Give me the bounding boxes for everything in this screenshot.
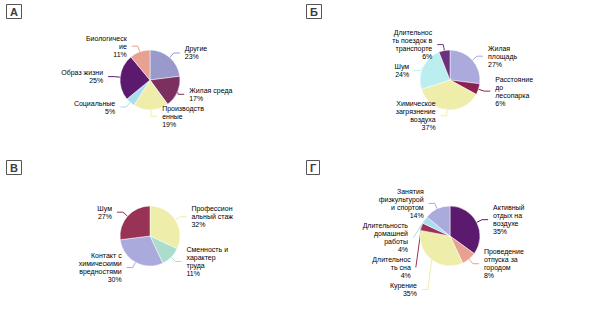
svg-text:Шум: Шум — [394, 63, 409, 71]
svg-text:23%: 23% — [185, 53, 199, 60]
svg-text:25%: 25% — [89, 77, 103, 84]
svg-text:27%: 27% — [98, 213, 112, 220]
svg-text:Расстояние: Расстояние — [495, 76, 533, 83]
svg-text:воздуха: воздуха — [410, 116, 436, 124]
svg-text:Другие: Другие — [185, 45, 208, 53]
svg-text:альный стаж: альный стаж — [191, 213, 233, 220]
svg-text:6%: 6% — [495, 100, 505, 107]
svg-text:24%: 24% — [395, 71, 409, 78]
svg-text:8%: 8% — [484, 272, 494, 279]
svg-text:Курение: Курение — [390, 282, 417, 290]
svg-text:до: до — [495, 84, 503, 92]
svg-text:ие: ие — [119, 43, 127, 50]
svg-text:Сменность и: Сменность и — [186, 246, 228, 253]
svg-text:19%: 19% — [162, 121, 176, 128]
svg-text:6%: 6% — [422, 53, 432, 60]
svg-text:труда: труда — [186, 262, 204, 270]
svg-text:Социальные: Социальные — [74, 100, 115, 108]
svg-text:Контакт с: Контакт с — [91, 252, 122, 259]
svg-text:А: А — [10, 6, 18, 18]
svg-text:площадь: площадь — [488, 53, 518, 61]
svg-text:лесопарка: лесопарка — [495, 92, 529, 100]
svg-text:Б: Б — [310, 6, 318, 18]
svg-text:городом: городом — [484, 264, 511, 272]
svg-text:4%: 4% — [398, 246, 408, 253]
svg-text:17%: 17% — [189, 95, 203, 102]
svg-text:Биологическ: Биологическ — [86, 35, 128, 42]
svg-text:отпуска за: отпуска за — [484, 256, 518, 264]
svg-text:Активный: Активный — [493, 204, 525, 211]
svg-text:Шум: Шум — [97, 205, 112, 213]
svg-text:характер: характер — [186, 254, 215, 262]
svg-text:35%: 35% — [493, 228, 507, 235]
svg-text:4%: 4% — [401, 272, 411, 279]
svg-text:отдых на: отдых на — [493, 212, 522, 220]
svg-text:физкультурой: физкультурой — [379, 196, 424, 204]
svg-text:30%: 30% — [108, 276, 122, 283]
svg-text:11%: 11% — [186, 270, 200, 277]
svg-text:Жилая: Жилая — [488, 45, 510, 52]
svg-text:работы: работы — [384, 238, 408, 246]
svg-text:14%: 14% — [410, 212, 424, 219]
svg-text:Длительность: Длительность — [363, 222, 409, 230]
svg-text:Длительнос: Длительнос — [394, 29, 433, 37]
svg-text:воздухе: воздухе — [493, 220, 519, 228]
svg-text:Химическое: Химическое — [396, 100, 435, 107]
svg-text:37%: 37% — [422, 124, 436, 131]
svg-text:Жилая среда: Жилая среда — [189, 87, 232, 95]
svg-text:32%: 32% — [191, 221, 205, 228]
svg-text:химическими: химическими — [79, 260, 122, 267]
svg-text:загрязнение: загрязнение — [396, 108, 436, 116]
svg-text:Г: Г — [310, 162, 317, 174]
svg-text:В: В — [10, 162, 18, 174]
svg-text:Занятия: Занятия — [397, 188, 424, 195]
svg-text:27%: 27% — [488, 61, 502, 68]
svg-text:11%: 11% — [113, 51, 127, 58]
svg-text:Производств: Производств — [162, 105, 204, 113]
svg-text:5%: 5% — [105, 108, 115, 115]
svg-text:и спортом: и спортом — [391, 204, 424, 212]
svg-text:вредностями: вредностями — [79, 268, 122, 276]
svg-text:35%: 35% — [403, 290, 417, 297]
svg-text:транспорте: транспорте — [395, 45, 432, 53]
svg-text:домашней: домашней — [374, 230, 408, 238]
svg-text:Проведение: Проведение — [484, 248, 524, 256]
svg-text:ть поездок в: ть поездок в — [392, 37, 432, 45]
svg-text:енные: енные — [162, 113, 183, 120]
svg-text:Длительнос: Длительнос — [372, 256, 411, 264]
svg-text:Профессион: Профессион — [191, 205, 232, 213]
svg-text:Образ жизни: Образ жизни — [61, 69, 103, 77]
svg-text:ть сна: ть сна — [391, 264, 411, 271]
